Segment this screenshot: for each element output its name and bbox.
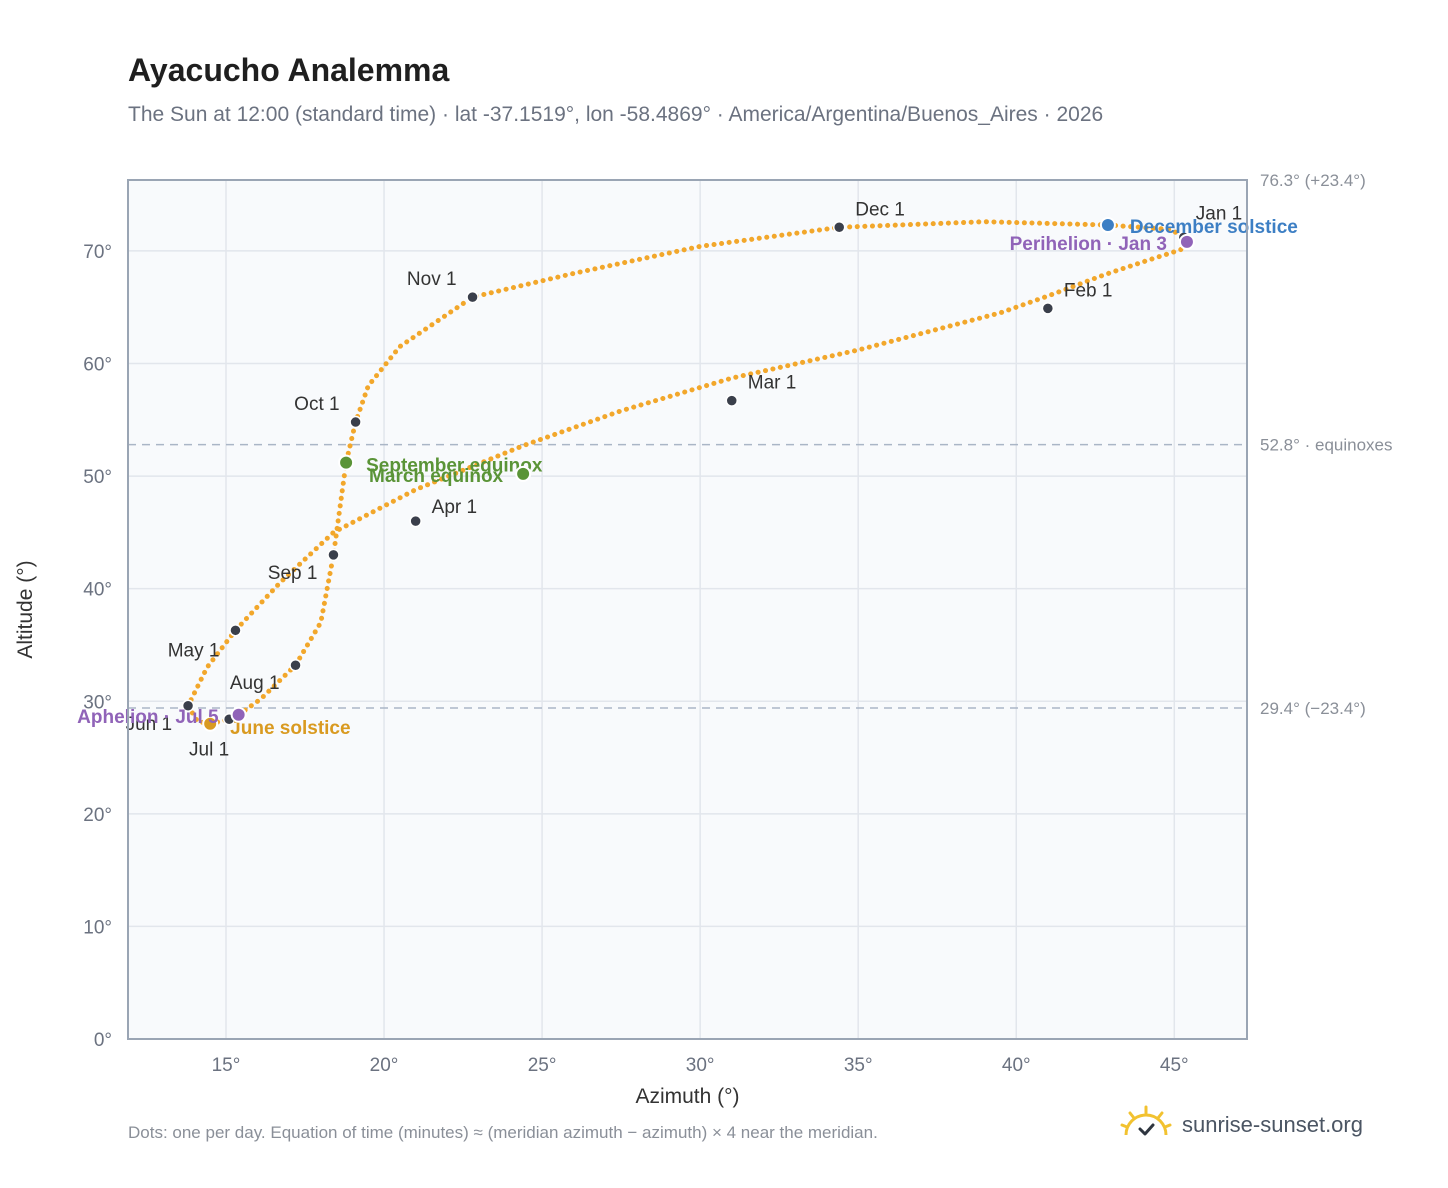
month-marker [181,699,195,713]
month-marker [832,221,846,234]
month-marker [1041,302,1055,315]
x-tick-label: 20° [370,1055,399,1076]
x-tick-label: 15° [212,1055,241,1076]
event-label: Perihelion · Jan 3 [1010,234,1167,255]
event-marker [338,454,355,471]
y-tick-label: 10° [83,917,112,938]
month-label: Jun 1 [126,714,172,735]
month-label: Dec 1 [855,199,905,220]
plot-frame [127,179,1248,1040]
event-label: June solstice [230,718,350,739]
month-marker [466,290,479,304]
month-marker [349,415,362,429]
x-tick-label: 30° [686,1055,715,1076]
x-tick-label: 40° [1002,1055,1031,1076]
month-marker [229,624,242,637]
event-marker [230,706,247,723]
event-label: September equinox [366,456,543,477]
chart-subtitle: The Sun at 12:00 (standard time) · lat -… [128,103,1104,126]
event-marker [515,465,532,482]
month-label: Nov 1 [407,269,457,290]
event-marker [1178,233,1195,250]
brand-logo[interactable]: sunrise-sunset.org [1120,1100,1363,1150]
reference-line-label: 76.3° (+23.4°) [1260,171,1366,190]
y-tick-label: 40° [83,580,112,601]
x-tick-label: 25° [528,1055,557,1076]
reference-line-label: 52.8° · equinoxes [1260,436,1393,455]
month-label: Oct 1 [294,394,339,415]
month-label: Apr 1 [432,497,477,518]
chart-title: Ayacucho Analemma [128,52,450,88]
x-axis-title: Azimuth (°) [635,1085,739,1108]
sun-check-icon [1120,1105,1172,1136]
event-label: March equinox [369,466,504,487]
y-tick-label: 0° [94,1030,112,1051]
y-tick-label: 20° [83,805,112,826]
plot-area [128,180,1247,1039]
month-marker [327,548,340,562]
event-marker [1099,217,1116,234]
footnote: Dots: one per day. Equation of time (min… [128,1123,878,1142]
month-marker [725,394,739,407]
brand-text: sunrise-sunset.org [1182,1112,1363,1137]
month-marker [289,658,302,672]
event-marker [202,715,219,732]
y-tick-label: 30° [83,692,112,713]
x-tick-label: 35° [844,1055,873,1076]
month-label: Jul 1 [189,739,229,760]
month-label: Feb 1 [1064,280,1113,301]
month-marker [409,514,422,528]
y-tick-label: 60° [83,355,112,376]
event-label: Aphelion · Jul 5 [77,707,219,728]
x-tick-label: 45° [1160,1055,1189,1076]
y-axis-title: Altitude (°) [14,560,37,658]
reference-line-label: 29.4° (−23.4°) [1260,699,1366,718]
y-tick-label: 70° [83,242,112,263]
month-label: Mar 1 [748,373,797,394]
month-label: May 1 [168,640,220,661]
month-label: Aug 1 [230,673,280,694]
month-label: Sep 1 [268,563,318,584]
y-tick-label: 50° [83,467,112,488]
event-label: December solstice [1130,217,1298,238]
month-label: Jan 1 [1196,203,1242,224]
